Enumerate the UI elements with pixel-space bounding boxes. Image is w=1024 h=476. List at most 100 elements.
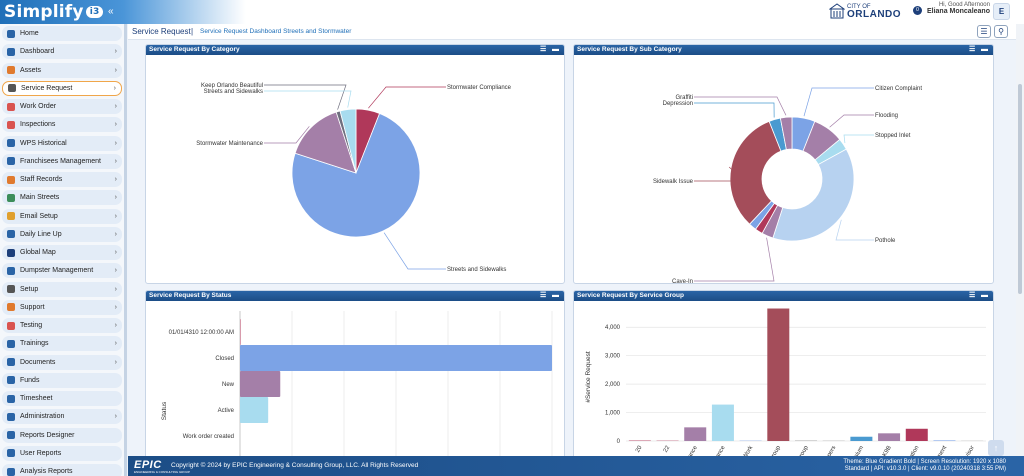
sidebar-item-label: Analysis Reports <box>20 468 73 475</box>
app-logo[interactable]: Simplify i3 <box>4 2 104 22</box>
sidebar-item-inspections[interactable]: Inspections › <box>2 117 122 133</box>
service-group-bar[interactable] <box>684 427 707 441</box>
pie-slice[interactable] <box>779 116 793 150</box>
tick-label: New <box>222 382 235 388</box>
menu-icon[interactable]: ☰ <box>540 46 547 53</box>
administration-icon <box>7 412 15 421</box>
sidebar-item-label: Inspections <box>20 121 56 129</box>
sidebar-item-label: Administration <box>20 413 65 421</box>
collapse-panel-icon[interactable]: ▬ <box>981 46 988 53</box>
service-group-bar[interactable] <box>850 436 873 441</box>
sidebar-item-wps-historical[interactable]: WPS Historical › <box>2 135 122 151</box>
breadcrumb: Service Request | Service Request Dashbo… <box>128 24 1016 40</box>
sidebar-item-support[interactable]: Support › <box>2 299 122 315</box>
collapse-panel-icon[interactable]: ▬ <box>981 292 988 299</box>
service-group-bar[interactable] <box>878 433 901 441</box>
y-tick-label: 1,000 <box>605 411 621 417</box>
historical-icon <box>7 139 15 147</box>
sidebar-item-main-streets[interactable]: Main Streets › <box>2 190 122 206</box>
pie-slice[interactable] <box>772 148 855 242</box>
sidebar-item-service-request[interactable]: Service Request › <box>2 80 122 96</box>
documents-icon <box>7 358 15 366</box>
location-pin-icon: ⚲ <box>998 27 1004 36</box>
service-group-panel-header: Service Request By Service Group ☰ ▬ <box>574 291 993 301</box>
scrollbar-thumb[interactable] <box>1018 84 1022 294</box>
sidebar-item-label: Work Order <box>20 103 57 110</box>
sub-category-chart: Citizen Complaint Flooding Stopped Inlet Po… <box>574 55 993 283</box>
sidebar-item-testing[interactable]: Testing › <box>2 318 122 333</box>
service-group-bar[interactable] <box>822 440 845 441</box>
status-panel-title: Service Request By Status <box>149 292 232 299</box>
service-group-bar[interactable] <box>767 308 790 441</box>
page-scrollbar[interactable] <box>1016 24 1024 456</box>
pie-slice[interactable] <box>729 120 782 225</box>
copyright-text: Copyright © 2024 by EPIC Engineering & C… <box>171 462 419 469</box>
sidebar-item-dashboard[interactable]: Dashboard › <box>2 44 122 60</box>
chevron-right-icon: › <box>113 84 116 92</box>
menu-icon[interactable]: ☰ <box>969 46 976 53</box>
sidebar-item-label: Home <box>20 30 39 37</box>
status-bar[interactable] <box>240 345 552 371</box>
pie-connector <box>383 232 446 270</box>
sidebar-item-label: Testing <box>20 322 43 329</box>
sidebar-item-assets[interactable]: Assets › <box>2 62 122 78</box>
status-bar[interactable] <box>240 319 241 345</box>
sidebar-item-trainings[interactable]: Trainings › <box>2 336 122 352</box>
collapse-panel-icon[interactable]: ▬ <box>552 46 559 53</box>
sidebar-item-daily-line-up[interactable]: Daily Line Up › <box>2 226 122 242</box>
service-group-bar[interactable] <box>711 404 734 441</box>
top-bar: Simplify i3 « CITY OF ORLANDO 0 Hi, Good… <box>0 0 1024 24</box>
greeting-text: Hi, Good Afternoon <box>938 2 990 8</box>
sidebar-item-timesheet[interactable]: Timesheet <box>2 391 122 406</box>
sidebar-item-work-order[interactable]: Work Order › <box>2 99 122 114</box>
y-axis-label: Status <box>161 401 168 420</box>
sidebar-item-franchisees-management[interactable]: Franchisees Management › <box>2 153 122 169</box>
breadcrumb-section[interactable]: Service Request <box>132 27 191 36</box>
email-icon <box>7 212 15 220</box>
sidebar-item-setup[interactable]: Setup › <box>2 281 122 297</box>
notification-badge[interactable]: 0 <box>913 6 922 15</box>
back-to-top-button[interactable]: ↑ <box>988 440 1004 456</box>
sidebar-item-email-setup[interactable]: Email Setup › <box>2 208 122 224</box>
service-group-bar[interactable] <box>905 428 928 441</box>
sidebar-item-home[interactable]: Home <box>2 26 122 41</box>
menu-icon[interactable]: ☰ <box>540 292 547 299</box>
sidebar-item-label: User Reports <box>20 449 62 457</box>
sidebar-item-administration[interactable]: Administration › <box>2 409 122 425</box>
pie-label: Stormwater Compliance <box>447 85 512 91</box>
status-bar[interactable] <box>240 371 281 397</box>
sidebar-item-funds[interactable]: Funds <box>2 372 122 388</box>
sidebar-item-global-map[interactable]: Global Map › <box>2 245 122 260</box>
pie-slice[interactable] <box>339 108 357 174</box>
collapse-sidebar-icon[interactable]: « <box>108 6 114 17</box>
sidebar-scrollbar[interactable] <box>124 24 127 476</box>
service-group-bar[interactable] <box>795 440 817 441</box>
pie-label: Keep Orlando Beautiful <box>201 83 263 89</box>
sidebar-item-label: Service Request <box>21 84 73 92</box>
list-view-button[interactable]: ☰ <box>977 25 991 38</box>
sidebar-item-label: Staff Records <box>20 176 63 183</box>
sidebar-item-analysis-reports[interactable]: Analysis Reports <box>2 464 122 476</box>
city-hall-icon <box>829 3 845 19</box>
pie-slice[interactable] <box>291 112 421 238</box>
sidebar-item-reports-designer[interactable]: Reports Designer <box>2 427 122 443</box>
sidebar-item-user-reports[interactable]: User Reports <box>2 445 122 461</box>
api-info: Standard | API: v10.3.0 | Client: v9.0.1… <box>844 466 1006 472</box>
status-panel-header: Service Request By Status ☰ ▬ <box>146 291 564 301</box>
avatar[interactable]: E <box>993 3 1010 20</box>
status-bar[interactable] <box>240 397 269 423</box>
collapse-panel-icon[interactable]: ▬ <box>552 292 559 299</box>
y-axis-label: #Service Request <box>585 351 592 402</box>
chevron-right-icon: › <box>114 230 117 238</box>
sidebar-item-dumpster-management[interactable]: Dumpster Management › <box>2 263 122 279</box>
menu-icon[interactable]: ☰ <box>969 292 976 299</box>
pie-connector <box>694 166 745 182</box>
sidebar-item-label: Assets <box>20 66 42 74</box>
sidebar-item-label: Global Map <box>20 249 56 256</box>
service-group-bar[interactable] <box>933 440 956 441</box>
pie-connector <box>843 134 874 144</box>
sidebar-item-staff-records[interactable]: Staff Records › <box>2 172 122 187</box>
map-view-button[interactable]: ⚲ <box>994 25 1008 38</box>
sidebar-item-documents[interactable]: Documents › <box>2 354 122 370</box>
reports-designer-icon <box>7 431 15 439</box>
